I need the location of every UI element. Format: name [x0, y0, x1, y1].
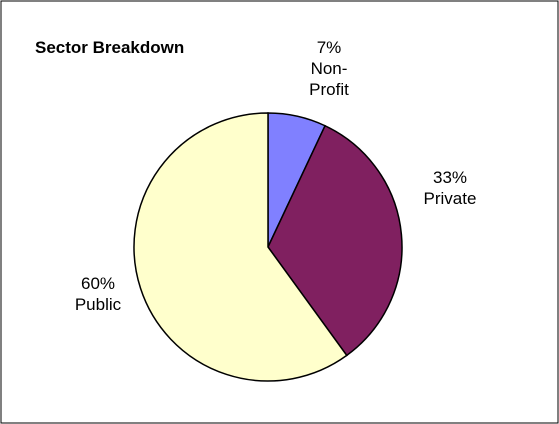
- slice-percent-label: 7%: [317, 38, 342, 57]
- chart-title: Sector Breakdown: [35, 38, 184, 57]
- slice-percent-label: 33%: [433, 168, 467, 187]
- slice-percent-label: 60%: [81, 274, 115, 293]
- slice-name-label: Non-: [311, 59, 348, 78]
- slice-label-private: 33% Private: [424, 168, 477, 208]
- slice-name-label: Public: [75, 295, 122, 314]
- pie-slice-private: [267, 124, 403, 357]
- slice-name-label: Private: [424, 189, 477, 208]
- pie-slice-public: [133, 112, 348, 382]
- slice-name-label: Profit: [309, 80, 349, 99]
- pie-slices: [133, 112, 403, 382]
- slice-label-non-profit: 7% Non- Profit: [309, 38, 349, 99]
- pie-labels: 7% Non- Profit 33% Private 60% Public: [75, 38, 477, 314]
- slice-label-public: 60% Public: [75, 274, 122, 314]
